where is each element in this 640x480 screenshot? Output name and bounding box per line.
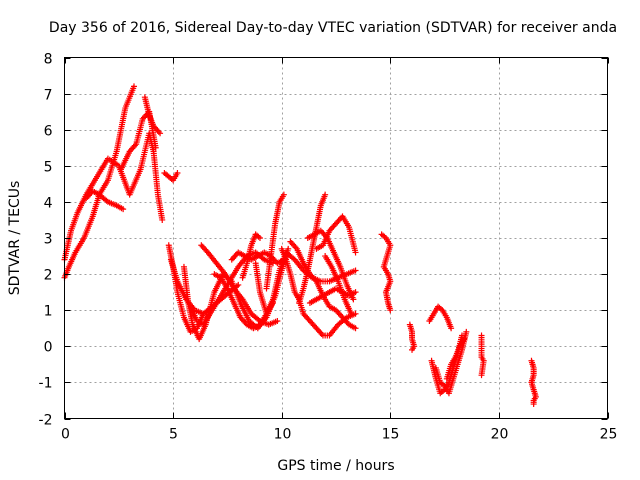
data-point xyxy=(530,401,537,408)
series-track-ac xyxy=(443,336,468,382)
data-point xyxy=(157,130,164,137)
data-point xyxy=(159,216,166,223)
data-point xyxy=(463,328,470,335)
data-point xyxy=(120,206,127,213)
data-point xyxy=(409,346,416,353)
series-track-ad xyxy=(478,332,487,379)
axis-ticks xyxy=(64,57,609,420)
data-point xyxy=(174,170,181,177)
x-tick-label: 0 xyxy=(61,427,70,443)
data-point xyxy=(461,336,468,343)
data-point xyxy=(152,144,159,151)
series-track-ab xyxy=(432,328,470,397)
y-tick-label: 6 xyxy=(44,124,53,140)
series-track-c xyxy=(83,188,127,213)
series-track-p xyxy=(263,191,287,292)
series-track-y xyxy=(406,321,418,353)
series-track-x xyxy=(378,231,394,314)
series-track-z xyxy=(426,303,455,332)
data-point xyxy=(352,249,359,256)
series-track-o xyxy=(252,249,359,317)
data-point xyxy=(352,325,359,332)
series-track-v xyxy=(313,213,359,256)
series-track-w xyxy=(322,253,355,317)
series-track-q xyxy=(278,245,359,339)
y-tick-label: -2 xyxy=(39,413,53,429)
x-axis-label: GPS time / hours xyxy=(277,458,394,474)
data-point xyxy=(352,267,359,274)
series-track-r xyxy=(287,238,359,332)
data-point xyxy=(387,307,394,314)
y-tick-label: 4 xyxy=(44,196,53,212)
data-point xyxy=(322,191,329,198)
series-track-u xyxy=(306,285,359,306)
y-tick-label: 7 xyxy=(44,88,53,104)
data-point xyxy=(285,245,292,252)
y-axis-label: SDTVAR / TECUs xyxy=(7,181,23,296)
y-tick-label: -1 xyxy=(39,376,53,392)
data-point xyxy=(256,235,263,241)
y-tick-label: 0 xyxy=(44,340,53,356)
data-point xyxy=(348,310,355,317)
x-tick-label: 15 xyxy=(382,427,400,443)
y-tick-label: 8 xyxy=(44,52,53,68)
series-track-f xyxy=(161,170,181,184)
x-tick-label: 5 xyxy=(169,427,178,443)
data-point xyxy=(274,318,281,325)
y-tick-label: 1 xyxy=(44,304,53,320)
y-tick-label: 2 xyxy=(44,268,53,284)
x-tick-label: 10 xyxy=(274,427,292,443)
series-track-ae xyxy=(528,357,539,408)
data-point xyxy=(478,372,485,379)
y-tick-label: 5 xyxy=(44,160,53,176)
series-track-n xyxy=(239,231,263,281)
data-point xyxy=(280,191,287,198)
data-point xyxy=(131,83,138,90)
series-track-e xyxy=(141,94,164,137)
x-tick-label: 20 xyxy=(491,427,509,443)
chart-title: Day 356 of 2016, Sidereal Day-to-day VTE… xyxy=(49,20,617,36)
y-tick-label: 3 xyxy=(44,232,53,248)
series-track-b xyxy=(61,83,138,281)
data-point xyxy=(448,325,455,332)
data-point xyxy=(350,296,357,303)
axis-tick-labels: 0 5 10 15 20 25 -2 -1 0 1 2 3 4 5 6 7 8 xyxy=(39,52,618,443)
x-tick-label: 25 xyxy=(600,427,618,443)
data-points xyxy=(61,83,539,408)
data-point xyxy=(352,289,359,296)
